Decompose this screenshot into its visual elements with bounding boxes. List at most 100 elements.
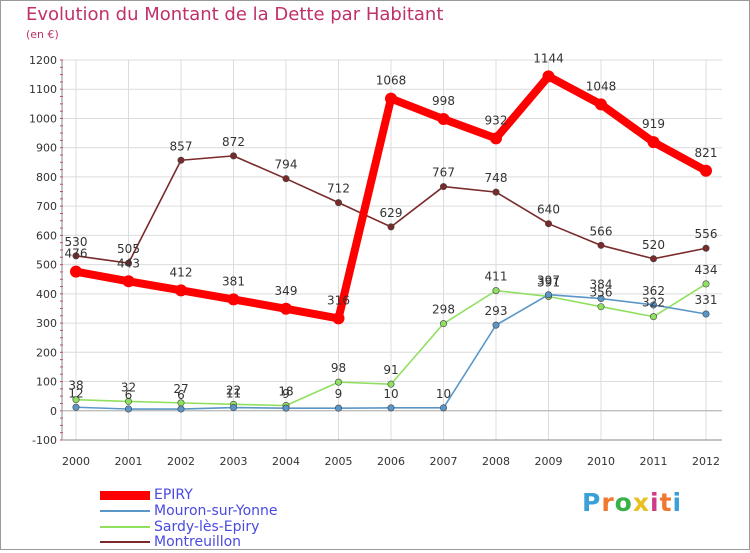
data-label-epiry: 476 [65,247,88,261]
data-label-montreuillon: 520 [642,238,665,252]
y-tick-label: -100 [32,434,57,447]
data-label-montreuillon: 748 [485,171,508,185]
chart-title: Evolution du Montant de la Dette par Hab… [26,4,444,25]
data-label-mouron-sur-yonne: 11 [226,387,241,401]
data-label-mouron-sur-yonne: 10 [383,387,398,401]
data-point-sardy-l-s-epiry [125,397,133,405]
data-point-epiry [280,302,292,315]
data-label-epiry: 381 [222,274,245,288]
data-point-epiry [385,92,397,105]
logo-letter: o [614,488,633,517]
data-label-montreuillon: 629 [380,206,403,220]
data-label-montreuillon: 505 [117,242,140,256]
data-label-mouron-sur-yonne: 9 [335,387,343,401]
data-point-epiry [332,312,345,325]
logo-letter: P [582,488,602,517]
data-point-sardy-l-s-epiry [492,287,500,295]
data-label-sardy-l-s-epiry: 38 [68,379,83,393]
data-label-mouron-sur-yonne: 397 [537,274,560,288]
data-label-mouron-sur-yonne: 12 [68,386,83,400]
data-point-montreuillon [334,199,342,207]
x-tick-label: 2012 [692,455,720,468]
data-label-sardy-l-s-epiry: 91 [383,363,398,377]
data-point-montreuillon [387,223,395,231]
data-point-montreuillon [72,252,80,260]
logo-letter: i [672,488,683,517]
legend-label-sardy: Sardy-lès-Epiry [154,519,260,535]
legend-swatch-epiry [100,491,150,500]
data-label-mouron-sur-yonne: 6 [125,388,133,402]
y-tick-label: 1200 [29,54,57,67]
x-tick-label: 2006 [377,455,405,468]
data-point-montreuillon [177,156,185,164]
x-tick-label: 2010 [587,455,615,468]
x-tick-label: 2002 [167,455,195,468]
data-label-montreuillon: 530 [65,235,88,249]
x-tick-label: 2004 [272,455,300,468]
data-point-epiry [122,275,135,288]
data-label-montreuillon: 794 [275,158,298,172]
data-point-epiry [595,98,607,111]
data-label-montreuillon: 872 [222,135,245,149]
y-tick-label: 200 [36,346,57,359]
data-label-epiry: 443 [117,256,140,270]
data-point-montreuillon [125,259,133,267]
x-tick-label: 2000 [62,455,90,468]
data-label-mouron-sur-yonne: 331 [695,293,718,307]
x-tick-label: 2009 [535,455,563,468]
data-point-sardy-l-s-epiry [439,320,447,328]
data-label-sardy-l-s-epiry: 98 [331,361,346,375]
data-label-mouron-sur-yonne: 362 [642,284,665,298]
data-label-sardy-l-s-epiry: 298 [432,303,455,317]
y-tick-label: 800 [36,171,57,184]
legend-swatch-montreuillon [100,541,150,543]
series-lines [70,70,712,413]
y-tick-label: 100 [36,376,57,389]
legend-swatch-sardy [100,526,150,528]
data-point-mouron-sur-yonne [597,295,605,303]
data-label-sardy-l-s-epiry: 32 [121,380,136,394]
data-label-epiry: 919 [642,117,665,131]
data-label-sardy-l-s-epiry: 18 [278,385,293,399]
y-tick-label: 1000 [29,112,57,125]
y-tick-label: 400 [36,288,57,301]
data-label-sardy-l-s-epiry: 434 [695,263,718,277]
y-tick-label: 0 [50,405,57,418]
data-label-epiry: 349 [275,284,298,298]
data-label-epiry: 998 [432,94,455,108]
x-tick-label: 2007 [430,455,458,468]
data-label-mouron-sur-yonne: 384 [590,278,613,292]
data-point-mouron-sur-yonne [702,310,710,318]
x-tick-label: 2008 [482,455,510,468]
data-point-mouron-sur-yonne [544,291,552,299]
y-tick-label: 600 [36,229,57,242]
x-tick-label: 2001 [115,455,143,468]
data-label-epiry: 1068 [376,74,407,88]
data-label-montreuillon: 767 [432,166,455,180]
data-label-mouron-sur-yonne: 6 [177,388,185,402]
data-label-mouron-sur-yonne: 9 [282,387,290,401]
data-label-montreuillon: 640 [537,203,560,217]
data-label-sardy-l-s-epiry: 27 [173,382,188,396]
y-tick-label: 300 [36,317,57,330]
data-point-mouron-sur-yonne [649,301,657,309]
x-tick-label: 2011 [640,455,668,468]
data-point-mouron-sur-yonne [177,405,185,413]
data-point-epiry [647,136,660,149]
data-label-epiry: 316 [327,293,350,307]
data-label-sardy-l-s-epiry: 356 [590,286,613,300]
data-point-mouron-sur-yonne [72,403,80,411]
data-point-mouron-sur-yonne [334,404,342,412]
data-point-montreuillon [230,152,238,160]
data-point-epiry [437,113,450,126]
legend-swatch-mouron [100,510,150,512]
data-point-montreuillon [649,255,657,263]
legend-label-epiry: EPIRY [154,487,193,503]
data-point-epiry [70,265,82,278]
data-point-montreuillon [702,244,710,252]
logo-letter: x [632,488,650,517]
data-point-sardy-l-s-epiry [649,313,657,321]
legend-label-mouron: Mouron-sur-Yonne [154,503,278,519]
data-point-mouron-sur-yonne [125,405,133,413]
